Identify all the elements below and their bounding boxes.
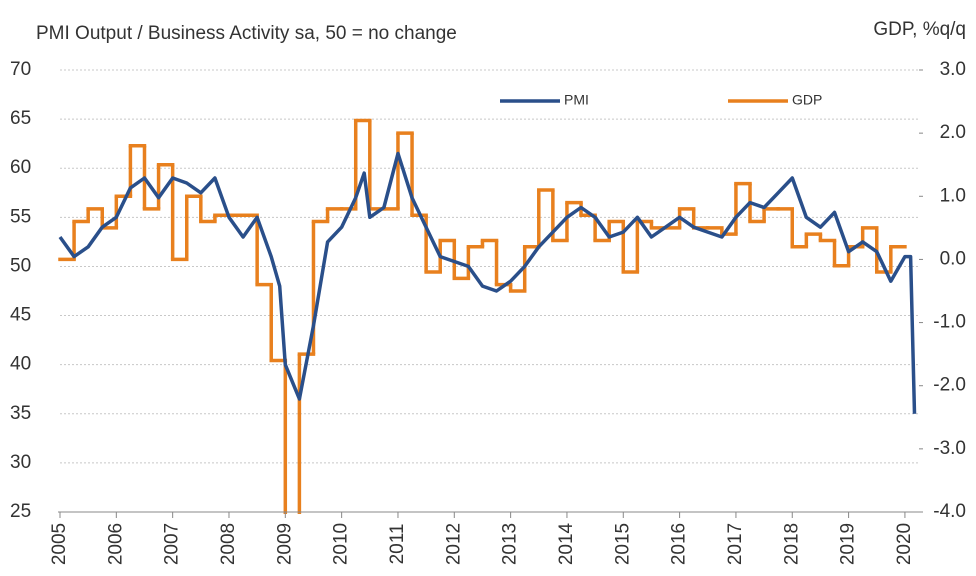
chart-title: PMI Output / Business Activity sa, 50 = … — [36, 23, 457, 44]
y2-tick-label: 2.0 — [940, 122, 966, 143]
y-tick-label: 40 — [10, 354, 31, 375]
y2-tick-label: 0.0 — [940, 248, 966, 269]
x-tick-label: 2014 — [556, 522, 577, 565]
y-tick-label: 45 — [10, 305, 31, 326]
x-tick-label: 2020 — [894, 523, 915, 565]
x-tick-label: 2010 — [331, 523, 352, 565]
y2-tick-label: 3.0 — [940, 59, 966, 80]
x-tick-label: 2012 — [443, 523, 464, 565]
x-tick-label: 2019 — [838, 523, 859, 565]
x-tick-label: 2005 — [49, 523, 70, 565]
x-tick-label: 2006 — [105, 523, 126, 565]
x-tick-label: 2008 — [218, 523, 239, 565]
pmi-line — [58, 151, 917, 414]
y-tick-label: 50 — [10, 255, 31, 276]
y2-axis-label: GDP, %q/q — [873, 19, 966, 40]
legend-label: GDP — [792, 92, 822, 108]
y-tick-label: 35 — [10, 403, 31, 424]
x-tick-label: 2018 — [781, 523, 802, 565]
x-tick-label: 2015 — [612, 523, 633, 565]
grid — [60, 69, 919, 513]
y2-tick-label: 1.0 — [940, 185, 966, 206]
y-tick-label: 55 — [10, 206, 31, 227]
x-tick-label: 2007 — [162, 523, 183, 565]
y-tick-label: 65 — [10, 108, 31, 129]
x-tick-label: 2011 — [387, 524, 408, 565]
legend-label: PMI — [564, 92, 589, 108]
y2-tick-label: -3.0 — [933, 438, 966, 459]
y-tick-label: 25 — [10, 501, 31, 522]
plot-area — [58, 118, 917, 514]
y-tick-label: 60 — [10, 157, 31, 178]
x-tick-label: 2016 — [669, 523, 690, 565]
x-tick-label: 2013 — [500, 523, 521, 565]
y2-tick-label: -4.0 — [933, 501, 966, 522]
y2-tick-label: -1.0 — [933, 312, 966, 333]
y2-tick-label: -2.0 — [933, 375, 966, 396]
x-tick-label: 2009 — [274, 523, 295, 565]
x-tick-label: 2017 — [725, 523, 746, 565]
y-tick-label: 70 — [10, 59, 31, 80]
y-tick-label: 30 — [10, 452, 31, 473]
